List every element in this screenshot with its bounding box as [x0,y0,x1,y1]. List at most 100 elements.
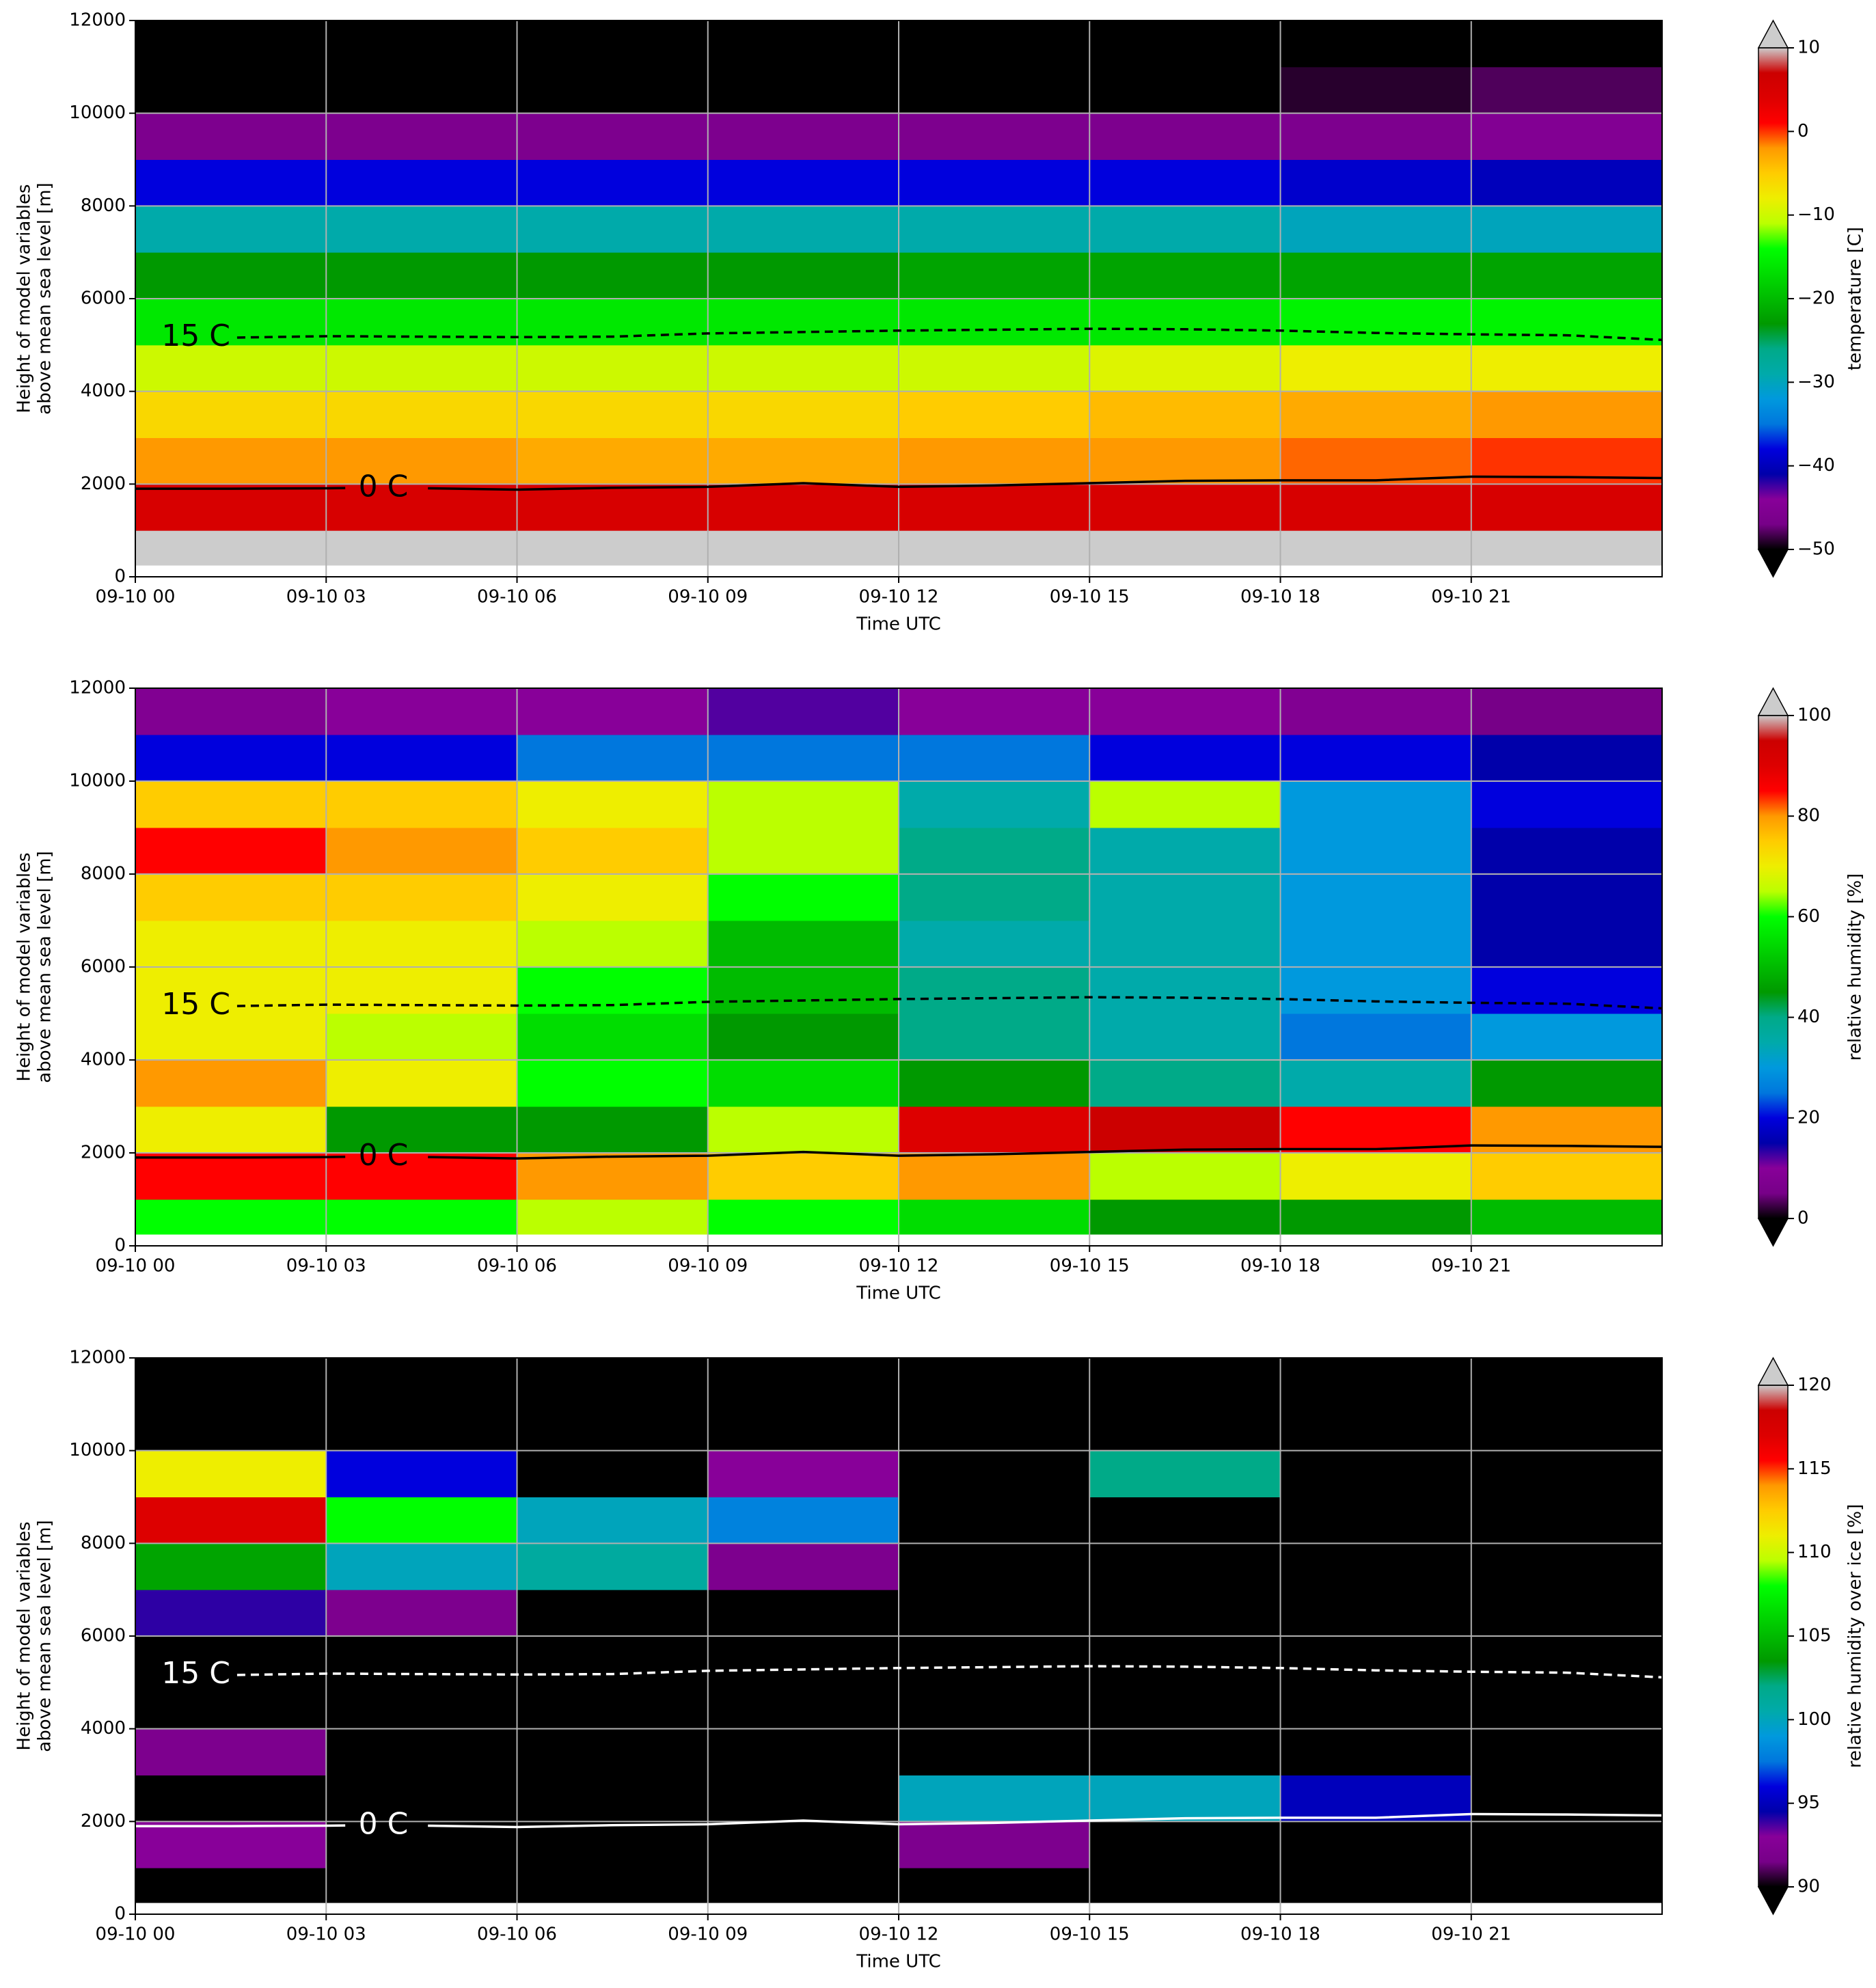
heatmap-cell [1089,484,1281,531]
heatmap-cell [1471,206,1663,253]
x-axis-label: Time UTC [856,1952,940,1972]
heatmap-cell [1471,1682,1663,1730]
heatmap-cell [326,1636,517,1683]
heatmap-cell [707,206,899,253]
y-tick-label: 0 [114,1236,126,1256]
colorbar-tick-label: 110 [1797,1542,1832,1562]
heatmap-cell [899,688,1090,735]
heatmap-cell [1471,484,1663,531]
colorbar-tick-label: 100 [1797,1709,1832,1730]
heatmap-cell [899,113,1090,160]
heatmap-cell [517,967,709,1014]
x-tick-label: 09-10 15 [1050,1924,1130,1945]
heatmap-cell [135,828,327,875]
heatmap-cell [326,1728,517,1775]
heatmap-cell [1471,1821,1663,1868]
heatmap-cell [707,391,899,438]
heatmap-cell [135,159,327,206]
heatmap-cell [707,967,899,1014]
y-axis-label: above mean sea level [m] [35,182,55,414]
x-tick-label: 09-10 09 [668,587,748,608]
x-axis-label: Time UTC [856,614,940,635]
heatmap-cell [707,1013,899,1061]
heatmap-cell [1089,1450,1281,1497]
heatmap-cell [1280,1450,1472,1497]
heatmap-cell [707,1153,899,1200]
heatmap-cell [1089,1106,1281,1154]
colorbar-tick-label: 105 [1797,1626,1832,1646]
heatmap-cell [899,1497,1090,1544]
heatmap-cell [1471,1636,1663,1683]
heatmap-cell [899,437,1090,485]
colorbar [1758,716,1788,1218]
heatmap-cell [517,252,709,299]
heatmap-cell [135,874,327,921]
x-tick-label: 09-10 06 [477,1256,557,1277]
heatmap-cell [135,1358,327,1405]
y-axis-label: Height of model variables [14,852,35,1081]
heatmap-cell [135,206,327,253]
y-axis-label: Height of model variables [14,184,35,413]
heatmap-cell [899,1060,1090,1107]
heatmap-cell [326,344,517,392]
heatmap-cell [707,735,899,782]
heatmap-cell [135,530,327,566]
heatmap-cell [517,1153,709,1200]
heatmap-cell [707,66,899,114]
heatmap-cell [135,437,327,485]
heatmap-cell [707,437,899,485]
y-tick-label: 4000 [81,1718,126,1739]
heatmap-cell [135,735,327,782]
heatmap-cell [1280,1199,1472,1235]
heatmap-cell [517,688,709,735]
colorbar-tick-label: −40 [1797,455,1835,476]
heatmap-cell [707,1682,899,1730]
contour-label: 0 C [359,1138,409,1173]
heatmap-cell [326,1868,517,1903]
heatmap-cell [1471,391,1663,438]
heatmap-cell [135,1060,327,1107]
colorbar-tick-label: −50 [1797,539,1835,560]
heatmap-cell [1089,113,1281,160]
heatmap-cell [899,1868,1090,1903]
colorbar [1758,1385,1788,1887]
colorbar-label: relative humidity over ice [%] [1845,1504,1866,1768]
heatmap-cell [1280,828,1472,875]
y-tick-label: 6000 [81,288,126,309]
heatmap-cell [1471,967,1663,1014]
y-tick-label: 6000 [81,957,126,977]
x-tick-label: 09-10 18 [1240,1256,1320,1277]
heatmap-cell [517,344,709,392]
heatmap-cell [517,1060,709,1107]
heatmap-cell [1471,735,1663,782]
x-tick-label: 09-10 00 [96,1924,176,1945]
heatmap-cell [1089,206,1281,253]
heatmap-cell [1471,299,1663,346]
heatmap-cell [707,1543,899,1590]
heatmap-cell [326,921,517,968]
y-tick-label: 2000 [81,1143,126,1163]
heatmap-cell [517,1497,709,1544]
colorbar [1758,48,1788,549]
heatmap-cell [1471,828,1663,875]
heatmap-cell [517,66,709,114]
heatmap-cell [1280,781,1472,828]
x-tick-label: 09-10 03 [286,1256,366,1277]
heatmap-cell [517,391,709,438]
heatmap-cell [1089,735,1281,782]
heatmap-cell [1280,1682,1472,1730]
heatmap-cell [135,1543,327,1590]
heatmap-cell [135,781,327,828]
heatmap-cell [1089,437,1281,485]
heatmap-cell [1280,344,1472,392]
heatmap-cell [326,781,517,828]
heatmap-cell [326,66,517,114]
heatmap-cell [1089,1543,1281,1590]
heatmap-cell [135,921,327,968]
y-tick-label: 10000 [69,771,126,791]
y-tick-label: 12000 [69,678,126,698]
heatmap-cell [326,299,517,346]
heatmap-cell [707,1358,899,1405]
heatmap-cell [1471,688,1663,735]
heatmap-cell [326,688,517,735]
